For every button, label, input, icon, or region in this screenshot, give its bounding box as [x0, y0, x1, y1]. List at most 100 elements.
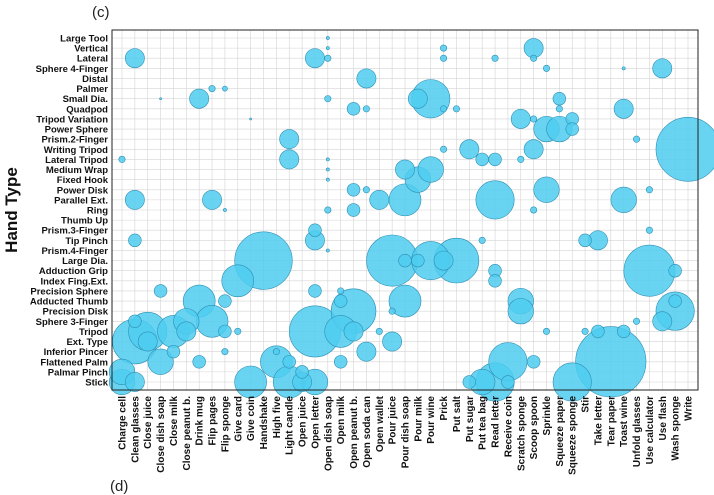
- panel-label: (c): [92, 4, 110, 21]
- y-tick-label: Sphere 4-Finger: [36, 64, 109, 75]
- bubble-point: [147, 348, 174, 375]
- bubble-point: [645, 226, 653, 234]
- bubble-point: [362, 186, 370, 194]
- y-tick-label: Large Dia.: [62, 256, 108, 267]
- x-tick-label: Open milk: [336, 396, 347, 445]
- bubble-point: [510, 109, 531, 129]
- bubble-point: [655, 117, 714, 182]
- x-tick-label: Take letter: [593, 396, 604, 445]
- x-tick-label: Flip pages: [208, 396, 219, 446]
- bubble-point: [272, 348, 280, 356]
- bubble-point: [526, 355, 541, 369]
- x-tick-label: Close peanut b.: [182, 396, 193, 471]
- bubble-point: [652, 311, 673, 332]
- y-tick-label: Stick: [85, 378, 108, 389]
- y-tick-label: Adduction Grip: [39, 266, 108, 277]
- x-tick-label: Handshake: [259, 396, 270, 450]
- x-tick-label: Drink mug: [195, 396, 206, 445]
- bubble-point: [407, 88, 428, 109]
- bubble-point: [346, 102, 361, 116]
- bubble-point: [440, 54, 448, 62]
- x-tick-label: Clean glasses: [130, 396, 141, 463]
- bubble-point: [382, 331, 403, 352]
- bubble-point: [533, 176, 560, 203]
- bubble-point: [159, 97, 162, 101]
- x-tick-label: Open dish soap: [323, 396, 334, 471]
- bubble-point: [452, 105, 460, 113]
- bubble-point: [325, 46, 330, 51]
- bubble-point: [202, 189, 222, 210]
- bubble-point: [325, 157, 330, 162]
- y-tick-label: Sphere 3-Finger: [36, 317, 109, 328]
- bubble-point: [440, 105, 448, 113]
- bubble-point: [128, 314, 142, 328]
- bubble-point: [433, 250, 454, 271]
- bubble-point: [633, 317, 641, 325]
- bubble-point: [555, 105, 563, 113]
- bubble-point: [333, 294, 348, 308]
- bubble-point: [279, 129, 300, 150]
- x-tick-label: Pour wine: [426, 396, 437, 444]
- y-tick-label: Lateral Tripod: [45, 155, 108, 166]
- x-tick-label: Wash sponge: [671, 396, 682, 461]
- x-tick-label: Prick: [439, 396, 450, 421]
- y-tick-label: Ext. Type: [66, 337, 108, 348]
- x-tick-label: Stir: [581, 396, 592, 413]
- x-tick-label: Pour juice: [388, 396, 399, 445]
- bubble-point: [591, 324, 605, 339]
- bubble-point: [581, 327, 589, 335]
- bubble-point: [578, 233, 592, 248]
- bubble-point: [282, 355, 296, 369]
- x-tick-label: Pour dish soap: [401, 396, 412, 468]
- y-tick-label: Inferior Pincer: [44, 347, 109, 358]
- bubble-point: [189, 88, 210, 109]
- bubble-point: [356, 341, 377, 362]
- bubble-point: [218, 324, 232, 339]
- y-tick-label: Writing Tripod: [44, 145, 108, 156]
- bubble-point: [440, 44, 448, 52]
- x-tick-label: Use calculator: [645, 396, 656, 464]
- x-tick-label: Unfold glasses: [632, 396, 643, 468]
- bubble-point: [488, 342, 528, 382]
- x-tick-label: Toast wine: [619, 396, 630, 447]
- x-tick-label: Give coin: [246, 396, 257, 441]
- bubble-point: [462, 375, 477, 389]
- x-tick-label: Scoop spoon: [529, 396, 540, 459]
- bubble-point: [542, 327, 550, 335]
- x-tick-label: Close dish soap: [156, 396, 167, 473]
- x-tick-label: Close juice: [143, 396, 154, 449]
- bubble-point: [223, 208, 227, 212]
- y-tick-label: Precision Disk: [43, 307, 109, 318]
- x-tick-label: Put sugar: [465, 396, 476, 442]
- bubble-point: [398, 253, 412, 268]
- bubble-point: [249, 117, 252, 121]
- y-tick-label: Prism.2-Finger: [41, 135, 108, 146]
- y-tick-label: Small Dia.: [63, 94, 108, 105]
- bubble-point: [475, 152, 489, 167]
- bubble-point: [613, 98, 634, 119]
- y-tick-label: Medium Wrap: [46, 165, 108, 176]
- x-tick-label: Put tea bag: [478, 396, 489, 450]
- x-tick-label: Open soda can: [362, 396, 373, 468]
- bubble-point: [362, 105, 370, 113]
- y-tick-label: Vertical: [74, 44, 108, 55]
- x-tick-label: Read letter: [491, 396, 502, 448]
- y-tick-label: Tripod: [79, 327, 108, 338]
- x-tick-label: Squeeze paper: [555, 396, 566, 467]
- bubble-point: [221, 264, 255, 298]
- bubble-point: [346, 183, 361, 197]
- bubble-point: [324, 54, 332, 62]
- x-tick-label: Put salt: [452, 395, 463, 432]
- x-tick-label: Open peanut b.: [349, 396, 360, 469]
- bubble-point: [369, 189, 390, 210]
- bubble-point: [668, 264, 682, 278]
- y-tick-label: Tripod Variation: [36, 114, 108, 125]
- bubble-point: [325, 167, 330, 172]
- y-tick-label: Power Disk: [57, 185, 109, 196]
- bubble-point: [153, 284, 168, 298]
- x-tick-label: Flip sponge: [220, 396, 231, 453]
- bubble-point: [388, 284, 422, 318]
- bubble-point: [616, 324, 631, 339]
- bubble-point: [118, 155, 126, 163]
